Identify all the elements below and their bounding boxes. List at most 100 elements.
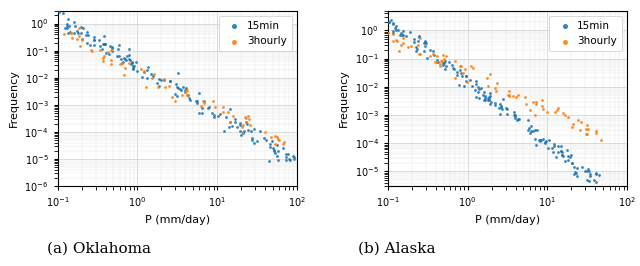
3hourly [116,61,127,65]
15min [126,61,136,66]
15min [225,120,236,124]
15min [470,81,481,86]
15min [538,137,548,142]
15min [82,30,92,35]
3hourly [74,34,84,38]
15min [69,30,79,35]
3hourly [491,89,501,93]
3hourly [414,52,424,56]
15min [566,161,577,165]
3hourly [228,114,238,118]
15min [401,34,411,38]
15min [268,138,278,143]
15min [474,84,484,89]
15min [570,170,580,174]
15min [530,137,540,141]
15min [456,74,467,78]
3hourly [450,76,460,80]
3hourly [274,138,284,143]
15min [138,75,148,79]
3hourly [508,94,518,98]
15min [236,133,246,137]
15min [183,93,193,97]
15min [99,41,109,46]
15min [282,152,292,156]
3hourly [50,31,60,35]
15min [101,51,111,55]
3hourly [177,92,187,97]
15min [261,138,271,142]
15min [591,171,601,175]
15min [159,78,170,82]
15min [237,131,248,135]
3hourly [461,80,472,84]
15min [180,86,191,91]
15min [128,64,138,69]
3hourly [525,107,535,112]
3hourly [237,130,248,134]
3hourly [455,64,465,68]
15min [192,99,202,103]
15min [235,129,245,134]
3hourly [413,43,424,47]
15min [480,94,490,98]
15min [524,126,534,130]
3hourly [67,35,77,40]
15min [535,139,545,143]
3hourly [490,86,500,90]
15min [447,66,458,70]
15min [484,95,494,99]
3hourly [591,131,601,135]
3hourly [99,59,109,63]
15min [526,124,536,129]
3hourly [428,52,438,56]
15min [127,61,137,65]
15min [180,88,190,93]
15min [572,174,582,178]
15min [235,123,245,127]
15min [171,81,181,86]
15min [235,121,245,126]
15min [396,31,406,35]
3hourly [140,85,150,89]
15min [388,29,398,33]
15min [246,136,257,140]
15min [561,148,572,153]
15min [202,105,212,110]
3hourly [136,66,146,71]
15min [596,185,606,190]
3hourly [560,113,570,117]
15min [541,139,551,143]
15min [421,41,431,45]
3hourly [139,69,149,74]
15min [193,91,204,95]
3hourly [170,99,180,103]
15min [124,57,134,61]
15min [479,98,490,102]
15min [556,149,566,153]
15min [584,179,594,183]
3hourly [398,35,408,40]
15min [273,158,283,162]
15min [199,99,209,103]
15min [405,30,415,35]
3hourly [196,104,206,108]
X-axis label: P (mm/day): P (mm/day) [475,215,540,225]
3hourly [103,50,113,54]
15min [461,74,471,78]
15min [514,117,524,121]
15min [465,78,475,82]
15min [195,111,205,116]
3hourly [591,128,601,133]
3hourly [542,110,552,114]
3hourly [531,100,541,105]
3hourly [99,54,109,58]
3hourly [243,114,253,119]
3hourly [218,105,228,109]
3hourly [537,98,547,102]
15min [591,172,602,177]
15min [428,49,438,53]
15min [207,111,218,115]
3hourly [392,38,402,42]
3hourly [436,59,446,63]
